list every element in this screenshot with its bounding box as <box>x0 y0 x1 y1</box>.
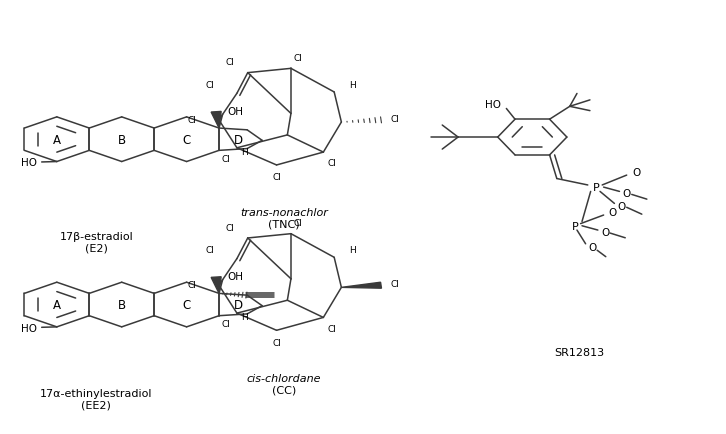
Text: Cl: Cl <box>294 219 303 228</box>
Text: SR12813: SR12813 <box>554 347 604 357</box>
Text: (CC): (CC) <box>272 384 296 394</box>
Text: Cl: Cl <box>205 81 214 90</box>
Text: Cl: Cl <box>272 173 281 182</box>
Text: Cl: Cl <box>391 280 400 289</box>
Polygon shape <box>211 277 221 294</box>
Text: B: B <box>118 298 126 311</box>
Text: H: H <box>241 148 248 156</box>
Text: Cl: Cl <box>327 324 336 333</box>
Text: Cl: Cl <box>225 223 234 232</box>
Text: trans-nonachlor: trans-nonachlor <box>240 208 327 218</box>
Text: Cl: Cl <box>225 58 234 67</box>
Text: OH: OH <box>228 107 244 117</box>
Text: D: D <box>234 134 243 147</box>
Text: O: O <box>632 167 640 177</box>
Text: A: A <box>53 133 61 146</box>
Text: HO: HO <box>486 100 502 110</box>
Polygon shape <box>211 112 221 129</box>
Text: Cl: Cl <box>187 280 196 289</box>
Text: (E2): (E2) <box>85 243 108 253</box>
Text: O: O <box>623 189 631 199</box>
Text: Cl: Cl <box>391 115 400 124</box>
Text: H: H <box>348 246 356 254</box>
Text: D: D <box>234 299 243 312</box>
Text: O: O <box>618 201 626 211</box>
Text: Cl: Cl <box>327 159 336 168</box>
Text: Cl: Cl <box>221 319 231 329</box>
Text: Cl: Cl <box>294 54 303 63</box>
Text: (TNC): (TNC) <box>268 219 300 229</box>
Text: P: P <box>593 183 600 193</box>
Text: Cl: Cl <box>221 155 231 164</box>
Text: HO: HO <box>22 323 38 333</box>
Text: Cl: Cl <box>187 115 196 124</box>
Text: Cl: Cl <box>205 246 214 255</box>
Text: B: B <box>118 133 126 146</box>
Text: H: H <box>348 81 356 89</box>
Text: (EE2): (EE2) <box>81 399 111 409</box>
Text: H: H <box>241 312 248 321</box>
Text: C: C <box>182 133 191 146</box>
Text: C: C <box>182 298 191 311</box>
Text: O: O <box>588 243 596 253</box>
Text: O: O <box>601 227 609 237</box>
Text: 17α-ethinylestradiol: 17α-ethinylestradiol <box>40 388 152 398</box>
Text: 17β-estradiol: 17β-estradiol <box>60 231 134 241</box>
Text: O: O <box>609 207 617 217</box>
Text: A: A <box>53 298 61 311</box>
Text: cis-chlordane: cis-chlordane <box>247 373 321 383</box>
Polygon shape <box>341 283 381 289</box>
Text: P: P <box>571 221 578 231</box>
Text: HO: HO <box>22 158 38 168</box>
Text: Cl: Cl <box>272 338 281 347</box>
Text: OH: OH <box>228 272 244 282</box>
